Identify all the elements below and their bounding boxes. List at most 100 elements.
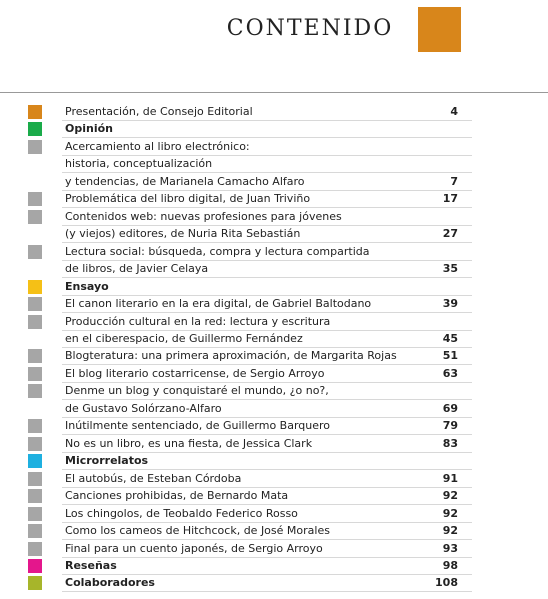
section-title: Opinión [65,122,113,136]
page-number: 79 [442,419,458,433]
entry-row: Denme un blog y conquistaré el mundo, ¿o… [0,382,548,401]
separator [62,539,472,541]
color-square [28,105,42,119]
separator [62,416,472,418]
page-number: 39 [442,297,458,311]
color-square [28,436,42,451]
entry-text: Final para un cuento japonés, de Sergio … [65,541,323,555]
separator [62,189,472,191]
rule [0,92,548,93]
entry-text: y tendencias, de Marianela Camacho Alfar… [65,174,305,188]
entry-text: Problemática del libro digital, de Juan … [65,192,311,206]
color-square [28,558,42,573]
accent-square [418,7,461,52]
entry-row: de libros, de Javier Celaya 35 [0,260,548,279]
entry-text: Denme un blog y conquistaré el mundo, ¿o… [65,384,329,398]
entry-row: Lectura social: búsqueda, compra y lectu… [0,243,548,261]
entry-text: Como los cameos de Hitchcock, de José Mo… [65,524,330,538]
entry-row: Inútilmente sentenciado, de Guillermo Ba… [0,417,548,436]
separator [62,381,472,383]
color-square [28,506,42,521]
page-number: 92 [442,524,458,538]
entry-text: Canciones prohibidas, de Bernardo Mata [65,489,289,503]
separator [62,364,472,366]
page-number: 93 [442,541,458,555]
separator [62,294,472,296]
separator [62,399,472,401]
entry-row: El autobús, de Esteban Córdoba 91 [0,470,548,488]
color-square [28,384,42,399]
separator [62,469,472,471]
entry-text: Los chingolos, de Teobaldo Federico Ross… [65,506,298,520]
section-row: Ensayo [0,278,548,296]
section-title: Ensayo [65,279,109,293]
entry-row: Como los cameos de Hitchcock, de José Mo… [0,522,548,541]
separator [62,312,472,314]
entry-row: y tendencias, de Marianela Camacho Alfar… [0,173,548,191]
entry-text: Lectura social: búsqueda, compra y lectu… [65,244,370,258]
entry-text: Blogteratura: una primera aproximación, … [65,349,397,363]
page-number: 51 [442,349,458,363]
page-number: 92 [442,506,458,520]
color-square [28,541,42,556]
entry-row: Problemática del libro digital, de Juan … [0,190,548,209]
page-number: 27 [442,227,458,241]
page-number: 45 [442,331,458,345]
entry-text: historia, conceptualización [65,157,213,171]
separator [62,329,472,331]
page-number: 92 [442,489,458,503]
entry-text: Inútilmente sentenciado, de Guillermo Ba… [65,419,331,433]
separator [62,259,472,261]
color-square [28,279,42,294]
separator [62,242,472,244]
section-row: Opinión [0,120,548,139]
entry-row: Producción cultural en la red: lectura y… [0,313,548,331]
page-number: 4 [450,105,458,118]
entry-row: Presentación, de Consejo Editorial 4 [0,103,548,121]
entry-row: de Gustavo Solórzano-Alfaro 69 [0,400,548,418]
separator [62,277,472,279]
separator [62,486,472,488]
entry-text: El blog literario costarricense, de Serg… [65,366,325,380]
entry-row: Final para un cuento japonés, de Sergio … [0,540,548,558]
section-title: Microrrelatos [65,454,149,468]
section-row: Reseñas 98 [0,557,548,575]
color-square [28,349,42,364]
entry-row: en el ciberespacio, de Guillermo Fernánd… [0,330,548,348]
page-number: 108 [435,576,458,590]
color-square [28,209,42,224]
entry-text: Acercamiento al libro electrónico: [65,139,250,153]
entry-text: No es un libro, es una fiesta, de Jessic… [65,436,313,450]
entry-text: Producción cultural en la red: lectura y… [65,314,331,328]
entry-row: Los chingolos, de Teobaldo Federico Ross… [0,505,548,523]
separator [62,504,472,506]
color-square [28,314,42,329]
separator [62,556,472,558]
entry-text: de Gustavo Solórzano-Alfaro [65,401,222,415]
entry-row: No es un libro, es una fiesta, de Jessic… [0,435,548,453]
entry-text: (y viejos) editores, de Nuria Rita Sebas… [65,227,301,241]
color-square [28,192,42,207]
entry-text: Presentación, de Consejo Editorial [65,105,253,118]
color-square [28,122,42,137]
entry-row: Blogteratura: una primera aproximación, … [0,347,548,366]
page-number: 91 [442,471,458,485]
entry-text: de libros, de Javier Celaya [65,262,209,276]
color-square [28,576,42,591]
page-number: 17 [442,192,458,206]
section-row: Colaboradores 108 [0,574,548,593]
color-square [28,366,42,381]
page-number: 83 [442,436,458,450]
color-square [28,489,42,504]
separator [62,120,472,121]
separator [62,521,472,523]
entry-text: en el ciberespacio, de Guillermo Fernánd… [65,331,303,345]
color-square [28,244,42,259]
color-square [28,454,42,469]
page-number: 69 [442,401,458,415]
page-number: 63 [442,366,458,380]
section-row: Microrrelatos [0,452,548,471]
section-title: Reseñas [65,558,117,572]
color-square [28,471,42,486]
